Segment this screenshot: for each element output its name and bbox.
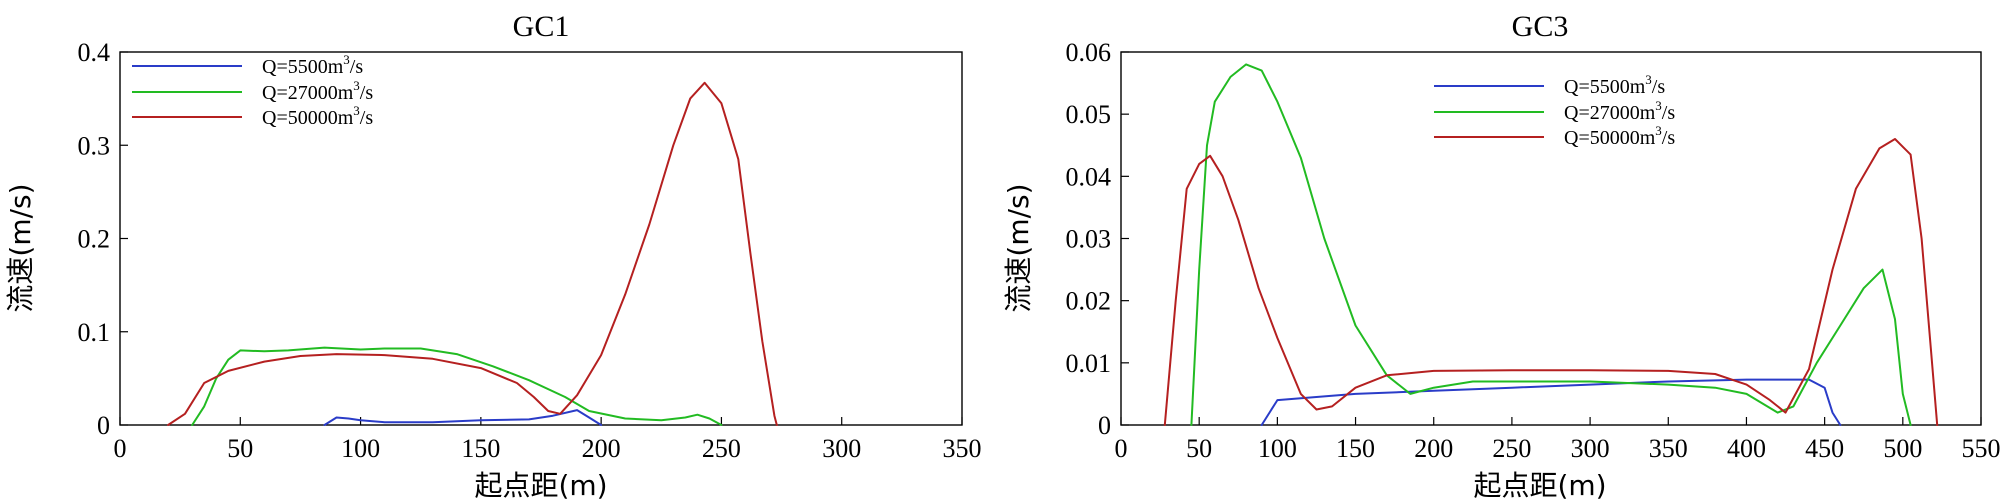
series-line-27000 (191, 346, 723, 426)
x-tick-label: 100 (341, 434, 380, 463)
x-tick-label: 300 (1571, 434, 1610, 463)
legend: Q=5500m3/s Q=27000m3/s Q=50000m3/s (1434, 72, 1675, 149)
series-line-27000 (1190, 63, 1912, 426)
y-axis-title: 流速(m/s) (1002, 183, 1035, 312)
x-tick-label: 450 (1805, 434, 1844, 463)
series-group (1163, 63, 1939, 426)
x-tick-label: 300 (822, 434, 861, 463)
series-line-5500 (1260, 378, 1842, 426)
y-tick-label: 0.3 (78, 131, 111, 160)
x-axis-title: 起点距(m) (474, 469, 607, 500)
y-tick-label: 0.05 (1066, 100, 1112, 129)
x-tick-label: 200 (1414, 434, 1453, 463)
x-tick-label: 0 (114, 434, 127, 463)
y-tick-label: 0 (1098, 411, 1111, 440)
y-tick-label: 0.4 (78, 38, 111, 67)
y-tick-label: 0.04 (1066, 162, 1112, 191)
series-line-50000 (1163, 138, 1939, 426)
y-tick-label: 0.02 (1066, 287, 1112, 316)
x-tick-label: 500 (1883, 434, 1922, 463)
plot-frame (1120, 51, 1982, 426)
x-tick-label: 50 (227, 434, 253, 463)
y-tick-label: 0 (97, 411, 110, 440)
legend-label-q5500: Q=5500m3/s (262, 52, 363, 78)
series-line-50000 (167, 81, 778, 426)
y-tick-label: 0.06 (1066, 38, 1112, 67)
y-tick-label: 0.03 (1066, 225, 1112, 254)
x-axis-title: 起点距(m) (1473, 469, 1606, 500)
x-tick-label: 350 (943, 434, 982, 463)
legend-label-q50000: Q=50000m3/s (1564, 123, 1675, 149)
x-tick-label: 150 (1336, 434, 1375, 463)
legend-label-q27000: Q=27000m3/s (1564, 98, 1675, 124)
x-tick-label: 350 (1649, 434, 1688, 463)
y-tick-label: 0.2 (78, 225, 111, 254)
x-tick-label: 250 (1492, 434, 1531, 463)
x-tick-label: 550 (1962, 434, 2000, 463)
y-axis-title: 流速(m/s) (4, 183, 37, 312)
x-tick-label: 250 (702, 434, 741, 463)
x-tick-label: 100 (1258, 434, 1297, 463)
y-tick-label: 0.1 (78, 318, 111, 347)
legend-label-q27000: Q=27000m3/s (262, 78, 373, 104)
legend-label-q5500: Q=5500m3/s (1564, 72, 1665, 98)
y-tick-label: 0.01 (1066, 349, 1112, 378)
plot-frame (119, 51, 963, 426)
legend-label-q50000: Q=50000m3/s (262, 103, 373, 129)
tick-group: 0 50 100 150 200 250 300 350 0 0.1 0.2 0.3 0.4 (78, 38, 982, 463)
x-tick-label: 50 (1186, 434, 1212, 463)
x-tick-label: 200 (582, 434, 621, 463)
x-tick-label: 150 (461, 434, 500, 463)
chart-title: GC1 (513, 10, 570, 43)
legend: Q=5500m3/s Q=27000m3/s Q=50000m3/s (132, 52, 373, 129)
chart-gc1: GC1 流速(m/s) 起点距(m) 0 50 100 150 200 250 300 350… (4, 10, 982, 500)
tick-group: 0 50 100 150 200 250 300 350 400 450 500 550 0 0.01 0.… (1066, 38, 2000, 463)
series-line-5500 (323, 409, 603, 426)
chart-title: GC3 (1512, 10, 1569, 43)
series-group (167, 81, 778, 426)
x-tick-label: 0 (1115, 434, 1128, 463)
x-tick-label: 400 (1727, 434, 1766, 463)
chart-gc3: GC3 流速(m/s) 起点距(m) 0 50 100 150 200 250 300 350… (1002, 10, 2000, 500)
